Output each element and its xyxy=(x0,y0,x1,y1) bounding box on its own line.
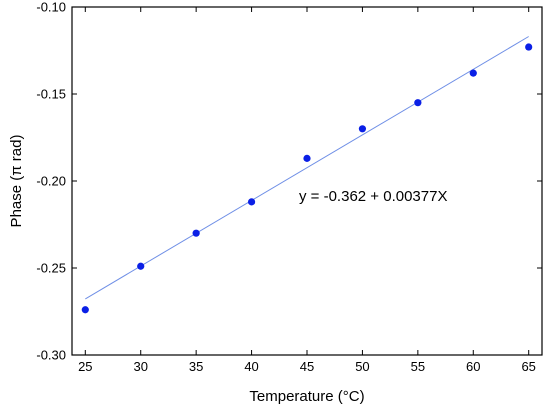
y-tick-label: -0.20 xyxy=(36,174,66,189)
y-tick-label: -0.30 xyxy=(36,348,66,363)
data-point xyxy=(247,198,256,206)
fit-line xyxy=(85,36,529,300)
y-tick-label: -0.25 xyxy=(36,261,66,276)
points-layer xyxy=(81,43,533,314)
x-tick-label: 60 xyxy=(466,359,480,374)
x-tick-label: 30 xyxy=(133,359,147,374)
fit-layer xyxy=(85,36,529,300)
x-tick-label: 65 xyxy=(521,359,535,374)
data-point xyxy=(358,125,367,133)
x-tick-label: 55 xyxy=(411,359,425,374)
x-tick-label: 25 xyxy=(78,359,92,374)
ticks-layer xyxy=(72,6,542,356)
data-point xyxy=(525,43,533,51)
data-point xyxy=(192,229,200,237)
y-tick-label: -0.15 xyxy=(36,87,66,102)
data-point xyxy=(414,99,422,107)
data-point xyxy=(469,69,477,77)
x-tick-label: 45 xyxy=(300,359,314,374)
plot-frame xyxy=(71,6,543,356)
data-point xyxy=(81,306,89,314)
fit-equation-label: y = -0.362 + 0.00377X xyxy=(299,188,447,205)
x-tick-label: 50 xyxy=(355,359,369,374)
x-tick-labels: 25 30 35 40 45 50 55 60 65 xyxy=(78,359,536,374)
x-tick-label: 40 xyxy=(244,359,258,374)
data-point xyxy=(137,262,145,270)
y-tick-label: -0.10 xyxy=(36,0,66,15)
data-point xyxy=(303,154,311,162)
x-tick-label: 35 xyxy=(189,359,203,374)
y-tick-labels: -0.30 -0.25 -0.20 -0.15 -0.10 xyxy=(36,0,66,363)
y-axis-title: Phase (π rad) xyxy=(8,135,25,228)
x-axis-title: Temperature (°C) xyxy=(249,388,364,405)
